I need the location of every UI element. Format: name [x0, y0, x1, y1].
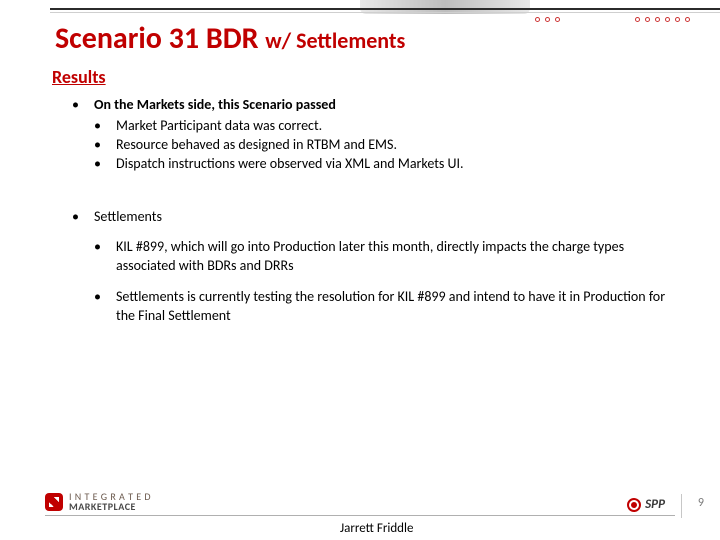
- bullet-icon: •: [94, 288, 116, 326]
- bullet-text: Resource behaved as designed in RTBM and…: [116, 136, 680, 155]
- footer-rule: [45, 515, 675, 516]
- section-subtitle: Results: [52, 66, 106, 88]
- header-rule-light: [50, 12, 720, 13]
- bullet-markets-head: • On the Markets side, this Scenario pas…: [72, 96, 680, 115]
- page-number: 9: [698, 496, 704, 510]
- bullet-markets-item: • Dispatch instructions were observed vi…: [94, 155, 680, 174]
- header-dots-6: [635, 17, 690, 22]
- title-sub: w/ Settlements: [265, 27, 405, 54]
- logo-line2: MARKETPLACE: [69, 502, 151, 512]
- bullet-text: Settlements is currently testing the res…: [116, 288, 680, 326]
- bullet-text: Settlements: [94, 208, 680, 227]
- spp-circle-icon: [627, 498, 641, 512]
- bullet-icon: •: [72, 96, 94, 115]
- header-dots-3: [535, 17, 560, 22]
- logo-mark-icon: [45, 493, 63, 511]
- logo-integrated-marketplace: I N T E G R A T E D MARKETPLACE: [45, 492, 151, 512]
- bullet-settlements-item: • KIL #899, which will go into Productio…: [94, 238, 680, 276]
- bullet-markets-item: • Market Participant data was correct.: [94, 117, 680, 136]
- footer: I N T E G R A T E D MARKETPLACE SPP 9 Ja…: [0, 490, 720, 540]
- bullet-icon: •: [94, 155, 116, 174]
- bullet-settlements-item: • Settlements is currently testing the r…: [94, 288, 680, 326]
- bullet-text: Market Participant data was correct.: [116, 117, 680, 136]
- bullet-icon: •: [72, 208, 94, 227]
- bullet-markets-item: • Resource behaved as designed in RTBM a…: [94, 136, 680, 155]
- bullet-icon: •: [94, 136, 116, 155]
- header-rule-dark: [50, 8, 720, 10]
- slide-title: Scenario 31 BDR w/ Settlements: [55, 20, 405, 57]
- bullet-text: Dispatch instructions were observed via …: [116, 155, 680, 174]
- content-area: • On the Markets side, this Scenario pas…: [72, 96, 680, 326]
- bullet-icon: •: [94, 117, 116, 136]
- footer-divider: [681, 494, 682, 518]
- bullet-icon: •: [94, 238, 116, 276]
- bullet-text: On the Markets side, this Scenario passe…: [94, 96, 680, 115]
- presenter-name: Jarrett Friddle: [340, 521, 413, 536]
- bullet-text: KIL #899, which will go into Production …: [116, 238, 680, 276]
- title-main: Scenario 31 BDR: [55, 20, 265, 57]
- spp-text: SPP: [645, 497, 665, 512]
- bullet-settlements-head: • Settlements: [72, 208, 680, 227]
- logo-spp: SPP: [627, 497, 665, 512]
